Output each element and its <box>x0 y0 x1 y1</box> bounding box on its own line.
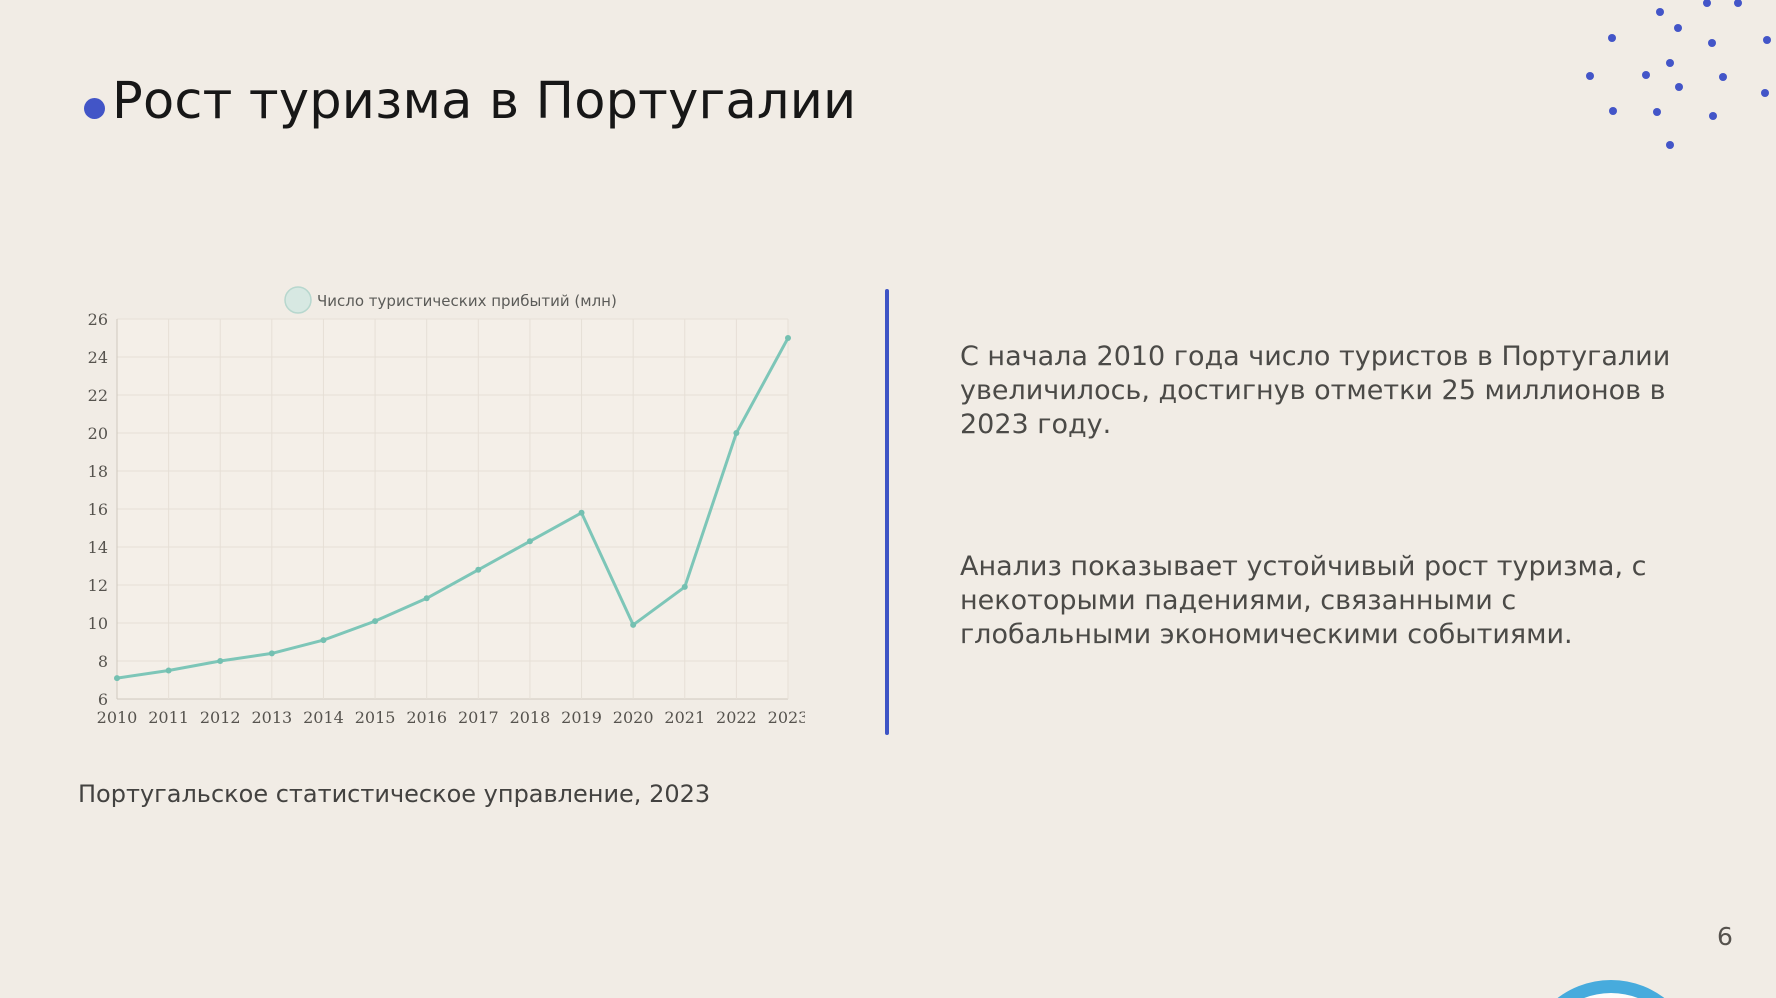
x-axis-tick-label: 2010 <box>97 708 138 727</box>
y-axis-tick-label: 6 <box>98 690 108 709</box>
data-point <box>423 595 430 602</box>
data-point <box>578 509 585 516</box>
x-axis-tick-label: 2023 <box>768 708 805 727</box>
x-axis-tick-label: 2016 <box>406 708 447 727</box>
y-axis-tick-label: 18 <box>88 462 108 481</box>
y-axis-tick-label: 14 <box>88 538 108 557</box>
tourism-line-chart: 6 8 10 12 14 16 18 20 22 24 26 2010 2011 2012 2013 2014… <box>85 280 808 732</box>
data-point <box>320 637 327 644</box>
decor-dot-icon <box>1763 36 1771 44</box>
decor-dot-icon <box>1709 112 1717 120</box>
decor-dot-icon <box>1734 0 1742 7</box>
data-point <box>475 566 482 573</box>
x-axis-tick-label: 2012 <box>200 708 241 727</box>
x-axis-tick-label: 2018 <box>510 708 551 727</box>
summary-paragraph-2: Анализ показывает устойчивый рост туризм… <box>960 551 1647 650</box>
source-attribution: Португальское статистическое управление,… <box>78 780 711 808</box>
decor-dot-icon <box>1609 107 1617 115</box>
x-axis-tick-label: 2017 <box>458 708 499 727</box>
y-axis-tick-label: 8 <box>98 652 108 671</box>
data-point <box>785 335 791 341</box>
decor-dot-icon <box>1586 72 1594 80</box>
data-point <box>681 583 688 590</box>
decorative-corner-circle <box>1523 980 1699 998</box>
decor-dot-icon <box>1675 83 1683 91</box>
decor-dot-icon <box>1761 89 1769 97</box>
y-axis-tick-label: 22 <box>88 386 108 405</box>
data-point <box>217 658 224 664</box>
x-axis-tick-label: 2014 <box>303 708 344 727</box>
data-point <box>733 430 740 436</box>
decor-dot-icon <box>1703 0 1711 7</box>
x-axis-tick-label: 2013 <box>251 708 292 727</box>
decor-dot-icon <box>1719 73 1727 81</box>
data-point <box>526 538 533 545</box>
x-axis-tick-label: 2021 <box>664 708 705 727</box>
data-point <box>268 650 275 657</box>
x-axis-tick-label: 2011 <box>148 708 189 727</box>
y-axis-tick-label: 20 <box>88 424 108 443</box>
title-bullet-icon <box>84 98 105 119</box>
data-line <box>115 336 790 680</box>
data-point <box>165 667 172 674</box>
decor-dot-icon <box>1653 108 1661 116</box>
y-axis-tick-label: 10 <box>88 614 108 633</box>
x-axis-tick-label: 2020 <box>613 708 654 727</box>
decor-dot-icon <box>1642 71 1650 79</box>
decor-dot-icon <box>1608 34 1616 42</box>
summary-paragraph-1: С начала 2010 года число туристов в Порт… <box>960 341 1671 440</box>
page-number: 6 <box>1717 922 1733 951</box>
y-axis-tick-label: 24 <box>88 348 108 367</box>
data-point <box>114 675 120 682</box>
vertical-divider <box>885 289 889 735</box>
decor-dot-icon <box>1666 59 1674 67</box>
x-axis-tick-label: 2015 <box>355 708 396 727</box>
page-title: Рост туризма в Португалии <box>112 72 857 131</box>
y-axis-tick-label: 16 <box>88 500 108 519</box>
decor-dot-icon <box>1674 24 1682 32</box>
decor-dot-icon <box>1708 39 1716 47</box>
x-axis-tick-label: 2019 <box>561 708 602 727</box>
y-axis-tick-label: 12 <box>88 576 108 595</box>
legend-label: Число туристических прибытий (млн) <box>317 292 617 310</box>
x-axis-tick-label: 2022 <box>716 708 757 727</box>
y-axis-tick-label: 26 <box>88 310 108 329</box>
decor-dot-icon <box>1666 141 1674 149</box>
decor-dot-icon <box>1656 8 1664 16</box>
data-point <box>372 618 379 625</box>
legend-marker-icon <box>284 286 312 314</box>
data-point <box>630 621 637 628</box>
